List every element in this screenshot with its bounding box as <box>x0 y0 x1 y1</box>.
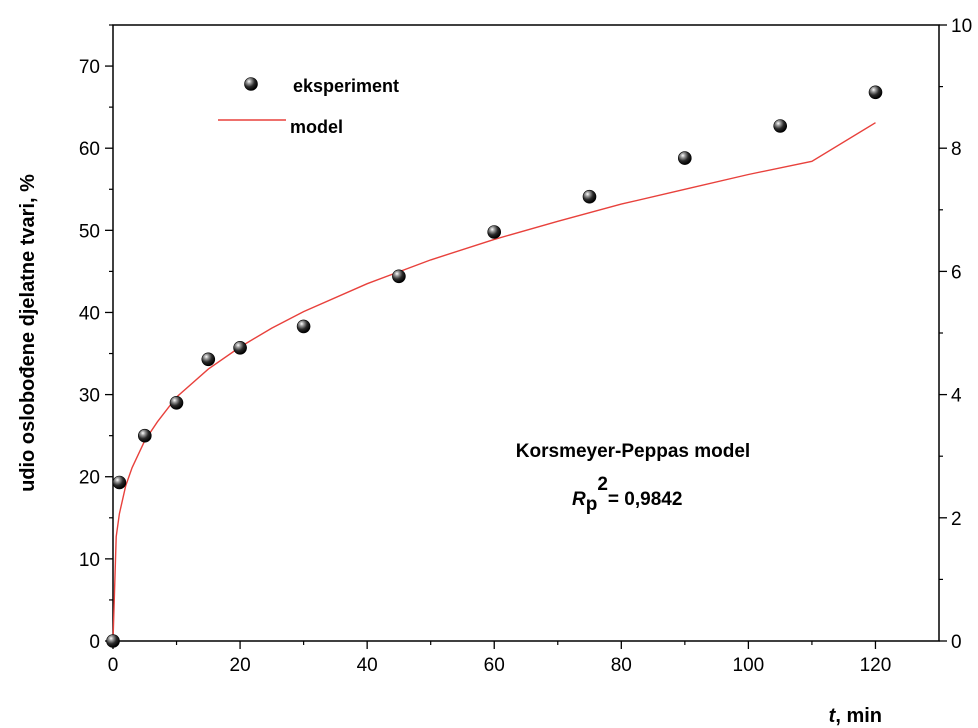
model-series <box>112 122 876 642</box>
y-tick-label: 10 <box>79 550 100 571</box>
y2-tick-label: 2 <box>951 509 962 530</box>
legend-label-model: model <box>290 117 343 137</box>
y2-axis-ticks: 0 2 4 6 8 10 <box>939 16 972 653</box>
y2-tick-label: 8 <box>951 139 962 160</box>
data-point <box>138 428 152 443</box>
y-axis-ticks: 0 10 20 30 40 50 60 70 <box>79 24 113 653</box>
y-tick-label: 20 <box>79 468 100 489</box>
y-tick-label: 50 <box>79 221 100 242</box>
x-tick-label: 60 <box>484 655 505 676</box>
data-point <box>773 119 788 133</box>
r-subscript: p <box>586 494 598 515</box>
data-point <box>296 319 311 334</box>
x-tick-label: 0 <box>108 655 119 676</box>
data-point <box>487 225 502 239</box>
r-superscript: 2 <box>597 474 608 495</box>
x-tick-label: 40 <box>357 655 378 676</box>
y-axis-title: udio oslobođene djelatne tvari, % <box>17 174 39 492</box>
y-tick-label: 40 <box>79 303 100 324</box>
model-annotation: Korsmeyer-Peppas model Rp2= 0,9842 <box>516 441 750 515</box>
y2-tick-label: 4 <box>951 386 962 407</box>
eksperiment-series <box>106 85 883 648</box>
y-tick-label: 0 <box>89 632 100 653</box>
y-tick-label: 70 <box>79 57 100 78</box>
data-point <box>677 151 692 165</box>
model-line <box>112 122 876 642</box>
r-value: = 0,9842 <box>608 489 683 510</box>
data-point <box>582 189 597 204</box>
legend-label-eksperiment: eksperiment <box>293 76 399 96</box>
data-point <box>169 395 184 410</box>
data-point <box>868 85 883 100</box>
r-symbol: R <box>572 489 586 510</box>
legend: eksperiment model <box>218 76 399 137</box>
r-squared-label: Rp2= 0,9842 <box>572 474 682 515</box>
x-tick-label: 120 <box>860 655 892 676</box>
y-tick-label: 60 <box>79 139 100 160</box>
data-point <box>201 352 216 367</box>
legend-marker-eksperiment <box>244 77 258 91</box>
x-axis-title: t, min <box>829 705 882 727</box>
x-axis-title-var: t <box>829 705 837 727</box>
x-axis-title-unit: , min <box>835 705 882 727</box>
y2-tick-label: 10 <box>951 16 972 37</box>
x-tick-label: 20 <box>230 655 251 676</box>
data-point <box>112 475 127 490</box>
data-point <box>233 340 247 355</box>
plot-frame <box>112 24 940 642</box>
y2-tick-label: 0 <box>951 632 962 653</box>
data-point <box>106 634 120 648</box>
annotation-title: Korsmeyer-Peppas model <box>516 441 750 462</box>
data-point <box>392 269 406 284</box>
y2-tick-label: 6 <box>951 262 962 283</box>
x-tick-label: 100 <box>733 655 765 676</box>
x-tick-label: 80 <box>611 655 632 676</box>
x-axis-ticks: 0 20 40 60 80 100 120 <box>108 641 892 676</box>
y-tick-label: 30 <box>79 386 100 407</box>
